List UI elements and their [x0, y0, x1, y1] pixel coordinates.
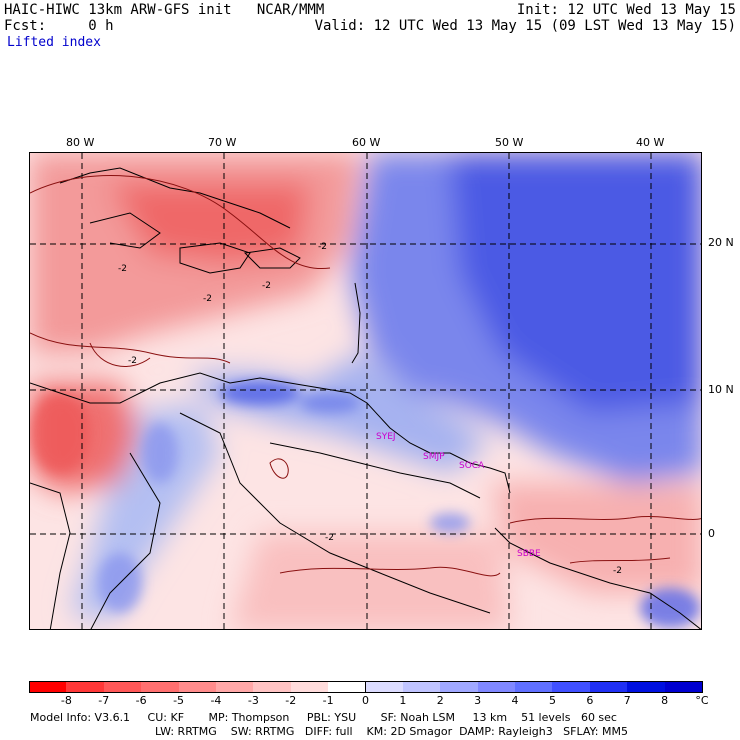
model-info-line1: Model Info: V3.6.1 CU: KF MP: Thompson P… [30, 711, 617, 724]
contours [30, 175, 701, 577]
lon-label-60w: 60 W [352, 136, 381, 149]
station-label: SBBE [517, 549, 541, 559]
colorbar-cell [589, 681, 629, 693]
colorbar-tick-label: -2 [285, 694, 297, 707]
contour-label: -2 [262, 281, 271, 291]
colorbar-cell [477, 681, 517, 693]
lon-label-70w: 70 W [208, 136, 237, 149]
colorbar-tick-label: -4 [210, 694, 222, 707]
contour-label: -2 [325, 533, 334, 543]
colorbar-unit: °C [695, 694, 709, 707]
colorbar-tick-label: 8 [661, 694, 669, 707]
station-label: SMJP [423, 452, 445, 462]
colorbar-tick-label: -8 [60, 694, 72, 707]
colorbar-tick-label: 7 [623, 694, 631, 707]
field-name: Lifted index [7, 35, 101, 50]
lat-label-20n: 20 N [708, 236, 734, 249]
lon-label-50w: 50 W [495, 136, 524, 149]
colorbar-tick-label: -1 [322, 694, 334, 707]
lon-label-40w: 40 W [636, 136, 665, 149]
colorbar-tick-label: 2 [436, 694, 444, 707]
colorbar-cell [215, 681, 255, 693]
colorbar-tick-label: -3 [247, 694, 259, 707]
station-label: SOCA [459, 461, 485, 471]
contour-label: -2 [128, 356, 137, 366]
colorbar-cell [440, 681, 479, 693]
colorbar-cell [253, 681, 292, 693]
colorbar-cell [365, 681, 404, 693]
contour-label: -2 [118, 264, 127, 274]
model-info-line2: LW: RRTMG SW: RRTMG DIFF: full KM: 2D Sm… [155, 725, 628, 738]
lifted-index-map: -2 -2 -2 -2 -2 -2 -2 [29, 152, 702, 630]
colorbar-cell [328, 681, 367, 693]
colorbar-cell [402, 681, 442, 693]
colorbar-cell [29, 681, 68, 693]
graticule [30, 153, 701, 629]
colorbar-tick-label: -6 [135, 694, 147, 707]
contour-label: -2 [203, 294, 212, 304]
colorbar-tick-label: 5 [548, 694, 556, 707]
colorbar-cell [515, 681, 554, 693]
colorbar-cell [552, 681, 591, 693]
colorbar-cell [664, 681, 703, 693]
contour-label: -2 [613, 566, 622, 576]
init-time: Init: 12 UTC Wed 13 May 15 [516, 2, 736, 18]
colorbar-cell [290, 681, 330, 693]
colorbar-tick-label: 0 [362, 694, 369, 707]
colorbar-cell [141, 681, 180, 693]
colorbar-cell [103, 681, 143, 693]
valid-time: Valid: 12 UTC Wed 13 May 15 (09 LST Wed … [314, 18, 736, 34]
colorbar-tick-label: 4 [511, 694, 519, 707]
lat-label-10n: 10 N [708, 383, 734, 396]
lat-label-0: 0 [708, 527, 715, 540]
colorbar-tick-label: 1 [399, 694, 407, 707]
colorbar-tick-label: 6 [586, 694, 594, 707]
contour-label: -2 [318, 242, 327, 252]
colorbar-cell [66, 681, 105, 693]
model-title: HAIC-HIWC 13km ARW-GFS init NCAR/MMM [4, 2, 325, 18]
colorbar-tick-label: 3 [474, 694, 482, 707]
colorbar-tick-label: -7 [98, 694, 110, 707]
colorbar-cell [627, 681, 666, 693]
colorbar-cell [178, 681, 217, 693]
map-canvas: -2 -2 -2 -2 -2 -2 -2 [30, 153, 701, 629]
station-label: SYEJ [376, 432, 396, 442]
forecast-hour: Fcst: 0 h [4, 18, 114, 34]
lon-label-80w: 80 W [66, 136, 95, 149]
colorbar-tick-label: -5 [173, 694, 185, 707]
